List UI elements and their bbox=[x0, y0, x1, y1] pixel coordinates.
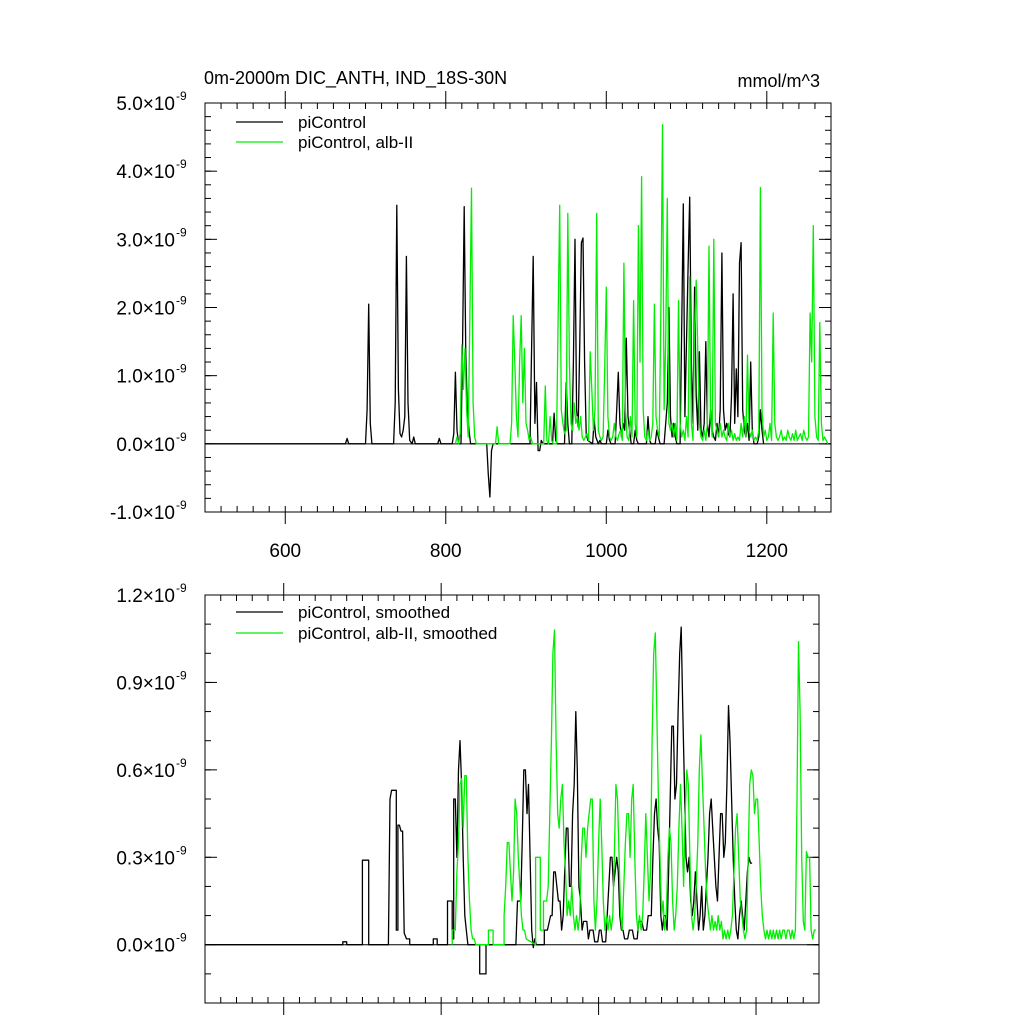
y-tick-exponent: -9 bbox=[176, 294, 187, 308]
y-tick-label: 0.3×10 bbox=[116, 848, 175, 869]
y-tick-label: 3.0×10 bbox=[116, 230, 175, 251]
bottom-legend: piControl, smoothed piControl, alb-II, s… bbox=[236, 603, 497, 643]
x-tick-label: 600 bbox=[269, 541, 301, 562]
y-tick-exponent: -9 bbox=[176, 157, 187, 171]
y-tick-label: -1.0×10 bbox=[110, 503, 175, 524]
y-tick-exponent: -9 bbox=[176, 89, 187, 103]
y-tick-label: 1.2×10 bbox=[116, 586, 175, 607]
y-tick-label: 5.0×10 bbox=[116, 94, 175, 115]
y-tick-exponent: -9 bbox=[176, 668, 187, 682]
y-tick-label: 0.0×10 bbox=[116, 936, 175, 957]
x-tick-label: 1000 bbox=[585, 541, 627, 562]
y-tick-label: 4.0×10 bbox=[116, 162, 175, 183]
y-tick-label: 0.6×10 bbox=[116, 761, 175, 782]
y-tick-label: 2.0×10 bbox=[116, 299, 175, 320]
top-panel: 0m-2000m DIC_ANTH, IND_18S-30N mmol/m^3 … bbox=[110, 68, 832, 562]
y-tick-exponent: -9 bbox=[176, 498, 187, 512]
y-tick-exponent: -9 bbox=[176, 430, 187, 444]
panel-title: 0m-2000m DIC_ANTH, IND_18S-30N bbox=[204, 68, 507, 89]
y-tick-exponent: -9 bbox=[176, 225, 187, 239]
y-tick-label: 1.0×10 bbox=[116, 367, 175, 388]
top-axes: 600 800 1000 1200-1.0×10 -90.0×10 -91.0×10 -92… bbox=[110, 89, 832, 562]
y-tick-label: 0.9×10 bbox=[116, 673, 175, 694]
y-tick-exponent: -9 bbox=[176, 843, 187, 857]
top-legend: piControl piControl, alb-II bbox=[236, 113, 413, 152]
units-label: mmol/m^3 bbox=[738, 71, 820, 91]
x-tick-label: 1200 bbox=[746, 541, 788, 562]
series-line-1 bbox=[454, 124, 829, 445]
series-line-1 bbox=[451, 629, 816, 946]
top-series-group bbox=[205, 124, 829, 498]
legend-label-picontrol: piControl bbox=[298, 113, 366, 132]
y-tick-exponent: -9 bbox=[176, 581, 187, 595]
legend-label-alb-ii: piControl, alb-II bbox=[298, 133, 413, 152]
y-tick-exponent: -9 bbox=[176, 362, 187, 376]
y-tick-exponent: -9 bbox=[176, 756, 187, 770]
bottom-series-group bbox=[205, 626, 816, 975]
bottom-panel: 0.0×10 -90.3×10 -90.6×10 -90.9×10 -91.2×10 -9… bbox=[116, 581, 820, 1015]
x-tick-label: 800 bbox=[430, 541, 462, 562]
legend-label-smoothed: piControl, smoothed bbox=[298, 603, 450, 622]
y-tick-exponent: -9 bbox=[176, 931, 187, 945]
legend-label-alb-ii-smoothed: piControl, alb-II, smoothed bbox=[298, 624, 497, 643]
y-tick-label: 0.0×10 bbox=[116, 435, 175, 456]
